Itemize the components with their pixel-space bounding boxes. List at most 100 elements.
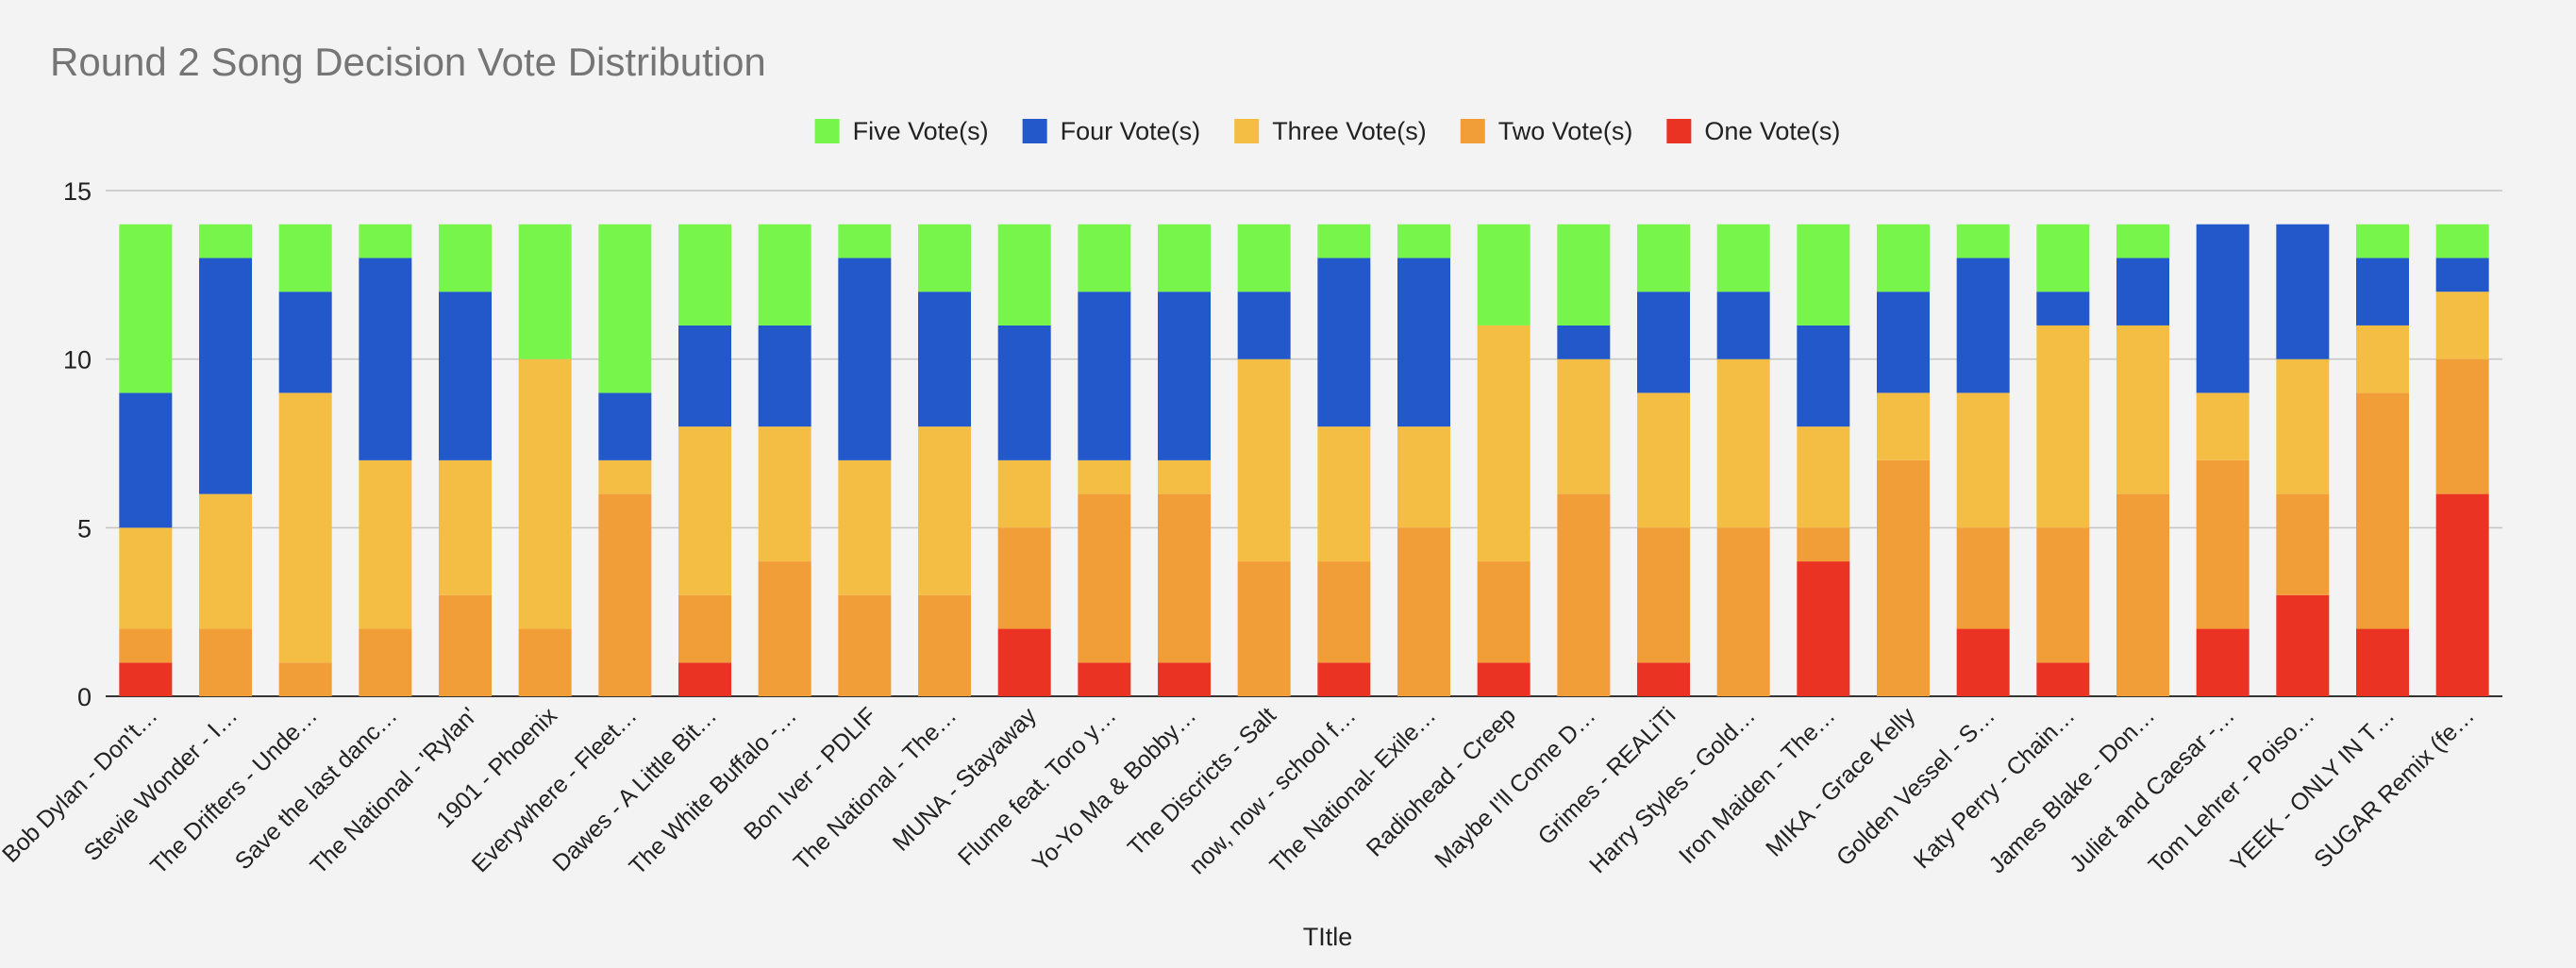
bar-segment[interactable] [1956,392,2010,528]
bar-segment[interactable] [678,426,731,595]
bar-segment[interactable] [1956,628,2010,696]
bar-segment[interactable] [1797,325,1850,427]
bar-segment[interactable] [199,258,252,494]
bar-segment[interactable] [598,493,652,696]
bar-segment[interactable] [1956,224,2010,259]
bar-segment[interactable] [278,662,332,696]
bar-segment[interactable] [278,292,332,393]
bar-segment[interactable] [1637,224,1690,292]
bar-segment[interactable] [2036,224,2090,292]
bar-segment[interactable] [1797,561,1850,696]
bar-segment[interactable] [1397,258,1450,427]
bar-segment[interactable] [1397,527,1450,696]
bar-segment[interactable] [2196,224,2250,393]
bar-segment[interactable] [1078,493,1131,663]
bar-segment[interactable] [1477,325,1531,562]
bar-segment[interactable] [199,628,252,696]
bar-segment[interactable] [1317,224,1371,259]
bar-segment[interactable] [918,594,971,696]
bar-segment[interactable] [758,561,811,696]
bar-segment[interactable] [199,224,252,259]
bar-segment[interactable] [1477,224,1531,325]
bar-segment[interactable] [2435,258,2489,292]
bar-segment[interactable] [1158,493,1211,663]
bar-segment[interactable] [997,224,1051,325]
bar-segment[interactable] [1158,292,1211,460]
bar-segment[interactable] [2435,224,2489,259]
bar-segment[interactable] [1158,459,1211,494]
bar-segment[interactable] [359,459,412,629]
bar-segment[interactable] [1637,662,1690,696]
bar-segment[interactable] [838,594,892,696]
bar-segment[interactable] [2435,493,2489,696]
bar-segment[interactable] [918,426,971,595]
bar-segment[interactable] [1237,224,1291,292]
bar-segment[interactable] [1716,224,1770,292]
bar-segment[interactable] [2036,292,2090,325]
bar-segment[interactable] [119,527,173,629]
bar-segment[interactable] [359,628,412,696]
bar-segment[interactable] [119,628,173,663]
bar-segment[interactable] [2356,224,2409,259]
bar-segment[interactable] [1877,224,1930,292]
bar-segment[interactable] [1317,662,1371,696]
bar-segment[interactable] [2435,292,2489,359]
bar-segment[interactable] [1637,392,1690,528]
bar-segment[interactable] [1557,325,1611,359]
bar-segment[interactable] [1237,359,1291,562]
legend-item[interactable]: Four Vote(s) [1022,117,1201,145]
bar-segment[interactable] [997,527,1051,629]
bar-segment[interactable] [678,325,731,427]
bar-segment[interactable] [1078,292,1131,460]
bar-segment[interactable] [2036,325,2090,528]
bar-segment[interactable] [119,224,173,393]
bar-segment[interactable] [838,459,892,595]
bar-segment[interactable] [2116,493,2169,696]
bar-segment[interactable] [1397,426,1450,528]
bar-segment[interactable] [1637,527,1690,663]
bar-segment[interactable] [678,594,731,663]
bar-segment[interactable] [1477,662,1531,696]
bar-segment[interactable] [1877,459,1930,696]
bar-segment[interactable] [1877,292,1930,393]
legend-item[interactable]: One Vote(s) [1666,117,1840,145]
bar-segment[interactable] [1956,527,2010,629]
bar-segment[interactable] [1877,392,1930,460]
bar-segment[interactable] [2116,258,2169,325]
bar-segment[interactable] [2116,224,2169,259]
bar-segment[interactable] [439,224,492,292]
bar-segment[interactable] [997,628,1051,696]
bar-segment[interactable] [2196,459,2250,629]
bar-segment[interactable] [1716,292,1770,359]
bar-segment[interactable] [598,392,652,460]
bar-segment[interactable] [838,258,892,460]
bar-segment[interactable] [2116,325,2169,494]
bar-segment[interactable] [758,426,811,562]
bar-segment[interactable] [278,392,332,663]
bar-segment[interactable] [518,359,572,629]
bar-segment[interactable] [2276,493,2330,595]
bar-segment[interactable] [1158,224,1211,292]
bar-segment[interactable] [119,662,173,696]
bar-segment[interactable] [1158,662,1211,696]
bar-segment[interactable] [1237,292,1291,359]
bar-segment[interactable] [918,292,971,427]
bar-segment[interactable] [439,292,492,460]
bar-segment[interactable] [918,224,971,292]
bar-segment[interactable] [2036,662,2090,696]
bar-segment[interactable] [598,224,652,393]
bar-segment[interactable] [678,662,731,696]
bar-segment[interactable] [2036,527,2090,663]
bar-segment[interactable] [1797,527,1850,562]
bar-segment[interactable] [1956,258,2010,393]
bar-segment[interactable] [1078,224,1131,292]
bar-segment[interactable] [359,224,412,259]
bar-segment[interactable] [1637,292,1690,393]
bar-segment[interactable] [997,325,1051,460]
bar-segment[interactable] [2356,628,2409,696]
bar-segment[interactable] [1557,493,1611,696]
bar-segment[interactable] [1797,224,1850,325]
bar-segment[interactable] [1716,359,1770,528]
bar-segment[interactable] [518,628,572,696]
bar-segment[interactable] [1317,426,1371,562]
